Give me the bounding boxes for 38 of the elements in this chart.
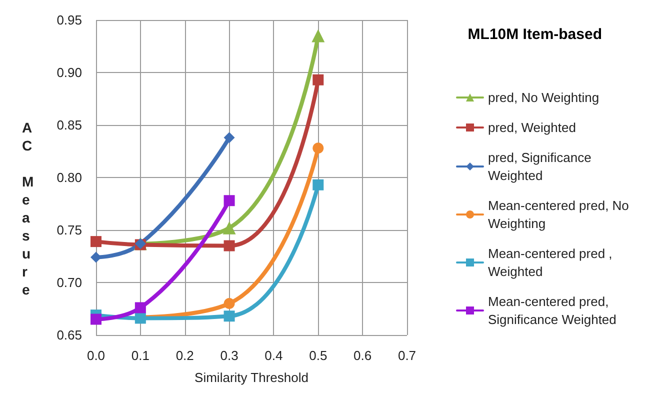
x-tick-label: 0.6 <box>354 348 372 363</box>
legend-label: Mean-centered pred, Significance Weighted <box>488 294 616 327</box>
y-tick-label: 0.95 <box>56 12 82 28</box>
point <box>312 29 325 42</box>
point <box>224 195 235 206</box>
point <box>224 298 235 309</box>
legend-label: pred, Weighted <box>488 120 576 135</box>
x-tick-label: 0.0 <box>86 348 106 363</box>
text: AC Measure <box>22 120 34 298</box>
y-tick-label: 0.80 <box>56 170 82 185</box>
x-tick-label: 0.5 <box>309 348 328 363</box>
y-tick-label: 0.75 <box>56 222 82 238</box>
y-tick-label: 0.70 <box>56 275 82 290</box>
x-tick-label: 0.2 <box>176 348 194 363</box>
legend-label: pred, Significance Weighted <box>488 150 595 183</box>
point <box>224 240 235 252</box>
legend-label: Mean-centered pred, No Weighting <box>488 198 633 231</box>
point <box>312 74 324 86</box>
x-tick-label: 0.4 <box>264 348 283 363</box>
x-tick-label: 0.1 <box>131 348 150 363</box>
y-tick-label: 0.85 <box>56 118 82 132</box>
y-tick-label: 0.65 <box>56 328 82 342</box>
point <box>224 132 235 144</box>
point <box>224 310 235 322</box>
point <box>312 142 324 154</box>
point <box>90 236 102 248</box>
point <box>90 252 102 263</box>
point <box>90 314 102 325</box>
legend-label: pred, No Weighting <box>488 90 600 105</box>
point <box>222 221 236 234</box>
y-tick-label: 0.90 <box>56 65 82 80</box>
x-tick-label: 0.3 <box>220 348 238 363</box>
x-axis-title: Similarity Threshold <box>194 370 308 385</box>
point <box>312 179 324 190</box>
legend-label: Mean-centered pred , Weighted <box>488 246 616 279</box>
point <box>134 302 146 314</box>
text: ML10M Item-based <box>468 26 602 43</box>
x-tick-label: 0.7 <box>398 348 416 363</box>
